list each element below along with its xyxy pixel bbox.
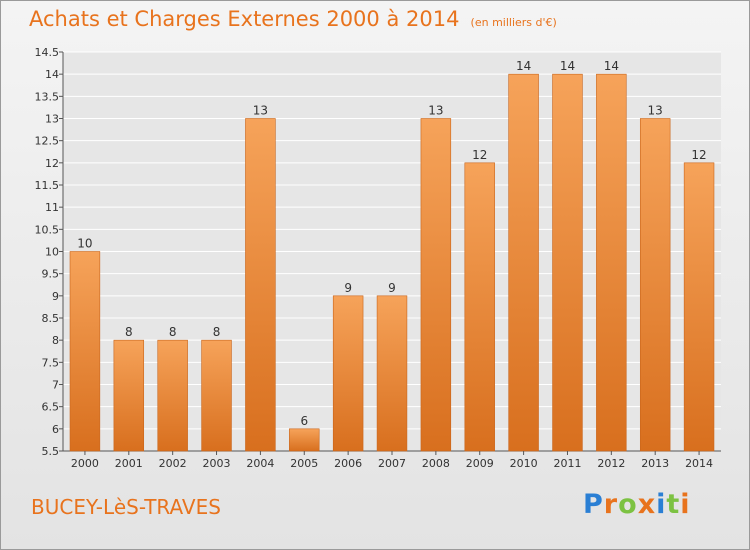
bar-2000	[69, 251, 101, 452]
commune-name: BUCEY-LèS-TRAVES	[31, 495, 221, 519]
x-tick-label-2000: 2000	[71, 457, 99, 470]
bar-value-label-2009: 12	[472, 148, 487, 162]
y-tick-label: 11.5	[35, 179, 60, 192]
bar-value-label-2008: 13	[428, 104, 443, 118]
logo-letter: P	[583, 489, 604, 520]
x-tick-label-2010: 2010	[510, 457, 538, 470]
y-tick-label: 14	[45, 68, 59, 81]
y-tick-label: 10.5	[35, 223, 60, 236]
bar-value-label-2001: 8	[125, 325, 133, 339]
logo-letter: x	[637, 489, 657, 520]
y-tick-label: 10	[45, 246, 59, 259]
bar-value-label-2007: 9	[388, 281, 396, 295]
bar-value-label-2003: 8	[213, 325, 221, 339]
y-tick-label: 7.5	[42, 356, 60, 369]
bar-2010	[508, 73, 539, 452]
y-tick-label: 12.5	[35, 135, 60, 148]
y-tick-label: 8	[52, 334, 59, 347]
x-tick-label-2006: 2006	[334, 457, 362, 470]
y-tick-label: 7	[52, 379, 59, 392]
bar-value-label-2000: 10	[77, 237, 92, 251]
x-tick-label-2009: 2009	[466, 457, 494, 470]
y-tick-label: 5.5	[42, 445, 60, 458]
bar-value-label-2014: 12	[691, 148, 706, 162]
title-block: Achats et Charges Externes 2000 à 2014 (…	[29, 7, 557, 31]
bar-value-label-2013: 13	[648, 104, 663, 118]
bar-2013	[639, 118, 671, 452]
bar-value-label-2002: 8	[169, 325, 177, 339]
logo-letter: o	[618, 489, 638, 520]
bar-2001	[113, 339, 145, 452]
chart-title: Achats et Charges Externes 2000 à 2014	[29, 7, 460, 31]
y-tick-label: 13	[45, 113, 59, 126]
y-tick-label: 12	[45, 157, 59, 170]
y-tick-label: 8.5	[42, 312, 60, 325]
bar-2008	[420, 118, 452, 452]
y-tick-label: 6.5	[42, 401, 60, 414]
bar-2014	[683, 162, 715, 452]
y-tick-label: 11	[45, 201, 59, 214]
bar-2002	[157, 339, 188, 452]
bar-value-label-2006: 9	[344, 281, 352, 295]
x-tick-label-2004: 2004	[246, 457, 274, 470]
bar-2007	[376, 295, 408, 452]
bar-2003	[201, 339, 232, 452]
x-tick-label-2011: 2011	[553, 457, 581, 470]
y-tick-label: 13.5	[35, 90, 60, 103]
bar-2009	[464, 162, 495, 452]
x-tick-label-2005: 2005	[290, 457, 318, 470]
logo-letter: t	[666, 489, 681, 520]
x-tick-label-2001: 2001	[115, 457, 143, 470]
bar-2004	[245, 118, 276, 452]
logo-letter: i	[680, 489, 691, 520]
bar-2012	[596, 73, 627, 452]
proxiti-logo: Proxiti	[583, 489, 691, 520]
bar-2011	[552, 73, 583, 452]
x-tick-label-2012: 2012	[597, 457, 625, 470]
x-tick-label-2014: 2014	[685, 457, 713, 470]
chart-subtitle: (en milliers d'€)	[470, 16, 557, 29]
bar-value-label-2004: 13	[253, 104, 268, 118]
bar-value-label-2011: 14	[560, 59, 575, 73]
x-tick-label-2003: 2003	[203, 457, 231, 470]
y-tick-label: 9	[52, 290, 59, 303]
bar-2005	[289, 428, 320, 452]
y-tick-label: 9.5	[42, 268, 60, 281]
logo-letter: i	[656, 489, 667, 520]
logo-letter: r	[603, 489, 619, 520]
bar-value-label-2010: 14	[516, 59, 531, 73]
y-tick-label: 14.5	[35, 46, 60, 59]
bar-2006	[332, 295, 364, 452]
x-tick-label-2013: 2013	[641, 457, 669, 470]
bar-value-label-2012: 14	[604, 59, 619, 73]
y-tick-label: 6	[52, 423, 59, 436]
x-tick-label-2007: 2007	[378, 457, 406, 470]
x-tick-label-2002: 2002	[159, 457, 187, 470]
bar-value-label-2005: 6	[300, 414, 308, 428]
x-tick-label-2008: 2008	[422, 457, 450, 470]
